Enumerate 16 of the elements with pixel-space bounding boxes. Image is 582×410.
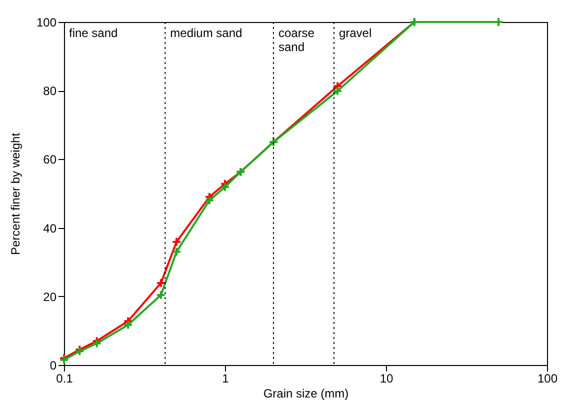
y-tick-label: 0 — [50, 358, 57, 372]
annotation: medium sand — [170, 26, 242, 40]
y-tick-label: 40 — [43, 221, 57, 236]
y-tick-label: 80 — [43, 84, 57, 98]
y-tick-label: 100 — [36, 16, 57, 30]
y-tick-label: 20 — [43, 290, 57, 304]
x-tick-label: 100 — [537, 372, 558, 386]
annotation: fine sand — [69, 26, 118, 40]
annotation: gravel — [338, 26, 372, 40]
x-axis-title: Grain size (mm) — [263, 386, 349, 400]
x-tick-label: 0.1 — [56, 372, 74, 386]
y-tick-label: 60 — [43, 152, 57, 167]
x-tick-label: 10 — [380, 372, 394, 386]
y-axis-title: Percent finer by weight — [8, 132, 22, 256]
x-tick-label: 1 — [222, 372, 230, 386]
annotation: coarse sand — [278, 26, 315, 54]
